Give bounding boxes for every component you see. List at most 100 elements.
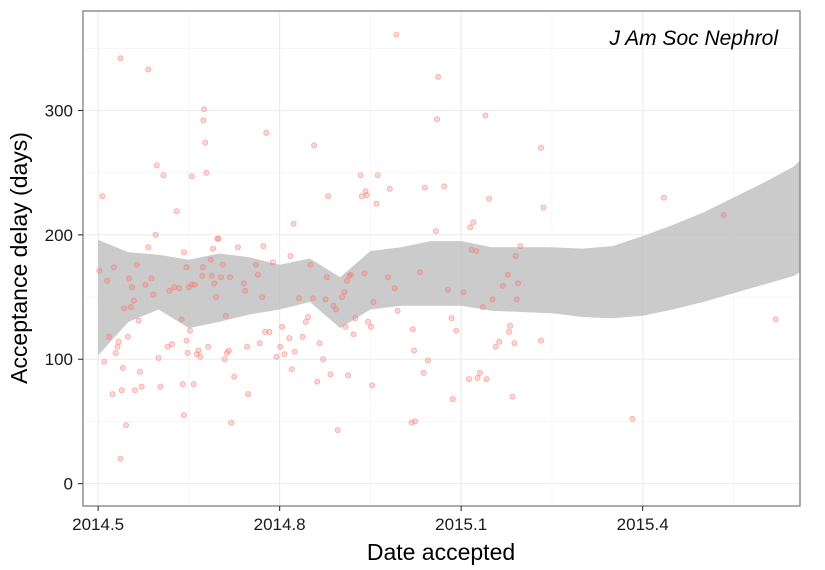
data-point: [322, 296, 329, 303]
data-point: [492, 343, 499, 350]
data-point: [142, 281, 149, 288]
data-point: [179, 381, 186, 388]
data-point: [772, 316, 779, 323]
data-point: [183, 337, 190, 344]
data-point: [228, 419, 235, 426]
data-point: [496, 338, 503, 345]
data-point: [370, 298, 377, 305]
data-point: [512, 252, 519, 259]
data-point: [449, 395, 456, 402]
data-point: [117, 55, 124, 62]
data-point: [168, 341, 175, 348]
data-point: [334, 427, 341, 434]
data-point: [123, 422, 130, 429]
data-point: [332, 306, 339, 313]
data-point: [435, 73, 442, 80]
data-point: [243, 343, 250, 350]
y-tick-label: 0: [64, 475, 73, 494]
data-point: [279, 323, 286, 330]
data-point: [166, 287, 173, 294]
data-point: [153, 162, 160, 169]
data-point: [504, 271, 511, 278]
data-point: [338, 294, 345, 301]
data-point: [343, 277, 350, 284]
data-point: [483, 376, 490, 383]
data-point: [152, 231, 159, 238]
data-point: [347, 271, 354, 278]
data-point: [505, 328, 512, 335]
data-point: [252, 261, 259, 268]
data-point: [96, 267, 103, 274]
data-point: [309, 295, 316, 302]
data-point: [352, 315, 359, 322]
data-point: [358, 193, 365, 200]
data-point: [157, 383, 164, 390]
data-point: [124, 333, 131, 340]
data-point: [420, 369, 427, 376]
data-point: [184, 349, 191, 356]
confidence-ribbon: [98, 160, 801, 356]
data-point: [288, 366, 295, 373]
data-point: [199, 272, 206, 279]
data-point: [538, 144, 545, 151]
data-point: [517, 243, 524, 250]
data-point: [473, 247, 480, 254]
data-point: [316, 340, 323, 347]
data-point: [188, 173, 195, 180]
data-point: [361, 270, 368, 277]
data-point: [197, 353, 204, 360]
data-point: [291, 348, 298, 355]
data-point: [148, 275, 155, 282]
data-point: [259, 294, 266, 301]
data-point: [256, 340, 263, 347]
data-point: [254, 271, 261, 278]
data-point: [234, 244, 241, 251]
x-axis-title: Date accepted: [367, 539, 515, 565]
data-point: [470, 219, 477, 226]
data-point: [323, 274, 330, 281]
x-tick-label: 2015.1: [435, 515, 487, 534]
data-point: [104, 277, 111, 284]
data-point: [295, 295, 302, 302]
data-point: [205, 343, 212, 350]
data-point: [281, 351, 288, 358]
data-point: [207, 256, 214, 263]
data-point: [453, 327, 460, 334]
data-point: [448, 315, 455, 322]
data-point: [391, 285, 398, 292]
data-point: [217, 274, 224, 281]
data-point: [210, 245, 217, 252]
data-point: [314, 378, 321, 385]
data-point: [127, 303, 134, 310]
data-point: [444, 286, 451, 293]
data-point: [126, 275, 133, 282]
y-tick-label: 100: [45, 350, 73, 369]
data-point: [145, 66, 152, 73]
data-point: [263, 129, 270, 136]
data-point: [155, 354, 162, 361]
data-point: [374, 172, 381, 179]
data-point: [136, 368, 143, 375]
data-point: [467, 224, 474, 231]
data-point: [482, 112, 489, 119]
data-point: [135, 317, 142, 324]
data-point: [513, 296, 520, 303]
data-point: [202, 139, 209, 146]
data-point: [222, 312, 229, 319]
data-point: [327, 371, 334, 378]
data-point: [173, 208, 180, 215]
data-point: [242, 287, 249, 294]
data-point: [131, 387, 138, 394]
data-point: [393, 31, 400, 38]
data-point: [386, 185, 393, 192]
data-point: [424, 357, 431, 364]
data-point: [118, 387, 125, 394]
data-point: [208, 272, 215, 279]
data-point: [302, 318, 309, 325]
y-tick-label: 300: [45, 101, 73, 120]
data-point: [171, 284, 178, 291]
y-axis-title: Acceptance delay (days): [6, 132, 32, 384]
data-point: [128, 284, 135, 291]
data-point: [119, 364, 126, 371]
